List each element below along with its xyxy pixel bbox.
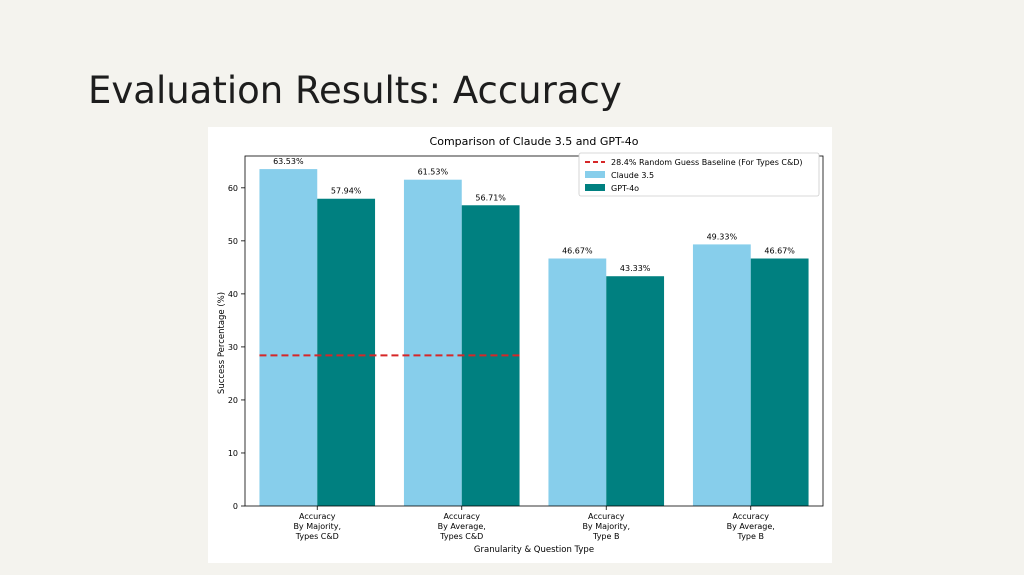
x-tick-label: Accuracy By Average, Types C&D	[438, 512, 486, 541]
y-tick-label: 50	[228, 237, 238, 246]
bar-value-label: 46.67%	[764, 247, 795, 256]
legend-label: 28.4% Random Guess Baseline (For Types C…	[611, 158, 803, 167]
bar-value-label: 63.53%	[273, 157, 304, 166]
x-tick-label: Accuracy By Majority, Type B	[582, 512, 630, 541]
legend-label: Claude 3.5	[611, 171, 654, 180]
bar	[259, 169, 318, 506]
x-tick-label: Accuracy By Average, Type B	[727, 512, 775, 541]
bar-value-label: 56.71%	[475, 193, 506, 202]
bar	[606, 276, 665, 506]
legend-swatch	[585, 171, 605, 178]
bar-value-label: 57.94%	[331, 187, 362, 196]
x-axis-label: Granularity & Question Type	[474, 545, 594, 555]
chart-title: Comparison of Claude 3.5 and GPT-4o	[430, 135, 639, 148]
plot-frame	[244, 155, 824, 507]
bar-value-label: 43.33%	[620, 264, 651, 273]
y-tick-label: 30	[228, 343, 238, 352]
slide-title: Evaluation Results: Accuracy	[88, 69, 622, 112]
y-tick-label: 40	[228, 290, 238, 299]
y-tick-label: 10	[228, 449, 238, 458]
bar-chart: Comparison of Claude 3.5 and GPT-4o Succ…	[208, 127, 832, 563]
bar-value-label: 61.53%	[418, 168, 449, 177]
bar	[692, 244, 751, 506]
bar-value-label: 46.67%	[562, 247, 593, 256]
bar	[317, 198, 376, 506]
y-tick-label: 0	[233, 502, 238, 511]
bar	[403, 179, 462, 506]
legend-box	[578, 152, 820, 197]
bar	[750, 258, 809, 506]
y-tick-label: 60	[228, 184, 238, 193]
bar	[548, 258, 607, 506]
legend-label: GPT-4o	[611, 184, 639, 193]
bar-value-label: 49.33%	[707, 232, 738, 241]
x-tick-label: Accuracy By Majority, Types C&D	[293, 512, 341, 541]
y-tick-label: 20	[228, 396, 238, 405]
chart-panel: Comparison of Claude 3.5 and GPT-4o Succ…	[208, 127, 832, 563]
legend-swatch	[585, 184, 605, 191]
y-axis-label: Success Percentage (%)	[217, 292, 227, 394]
